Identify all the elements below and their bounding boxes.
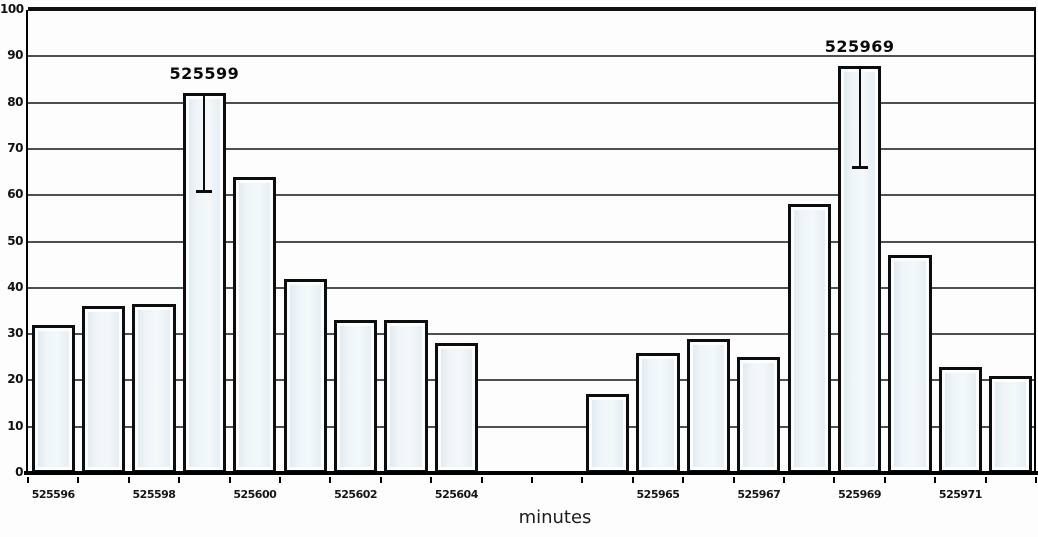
x-tick-label: 525965 — [636, 488, 680, 501]
bar — [333, 320, 378, 473]
gridline — [28, 101, 1036, 104]
axis-tick — [329, 477, 332, 483]
axis-tick — [430, 477, 433, 483]
bar — [938, 366, 983, 473]
axis-tick — [732, 477, 735, 483]
gridline — [28, 55, 1036, 58]
bar — [787, 204, 831, 473]
x-tick-label: 525604 — [434, 488, 478, 501]
plot-area: 525599 525969 — [28, 7, 1036, 473]
y-tick-label: 60 — [7, 187, 23, 202]
axis-tick — [984, 477, 987, 483]
axis-tick — [833, 477, 836, 483]
gridline — [28, 240, 1036, 243]
axis-tick — [27, 477, 29, 483]
axis-tick — [1035, 477, 1037, 483]
bar — [737, 357, 781, 473]
bar — [434, 343, 479, 473]
error-whisker-cap — [851, 166, 868, 170]
y-tick-label: 40 — [7, 279, 23, 294]
y-tick-label: 90 — [7, 48, 23, 63]
bar — [686, 338, 731, 473]
error-whisker-line — [203, 96, 206, 190]
bar — [182, 93, 227, 473]
y-tick-label: 30 — [7, 326, 23, 341]
x-tick-label: 525971 — [938, 488, 982, 501]
bar — [837, 65, 882, 473]
y-tick-label: 10 — [7, 418, 23, 433]
gridline — [28, 147, 1036, 150]
bar — [585, 394, 630, 473]
y-tick-label: 20 — [7, 372, 23, 387]
y-tick-label: 50 — [7, 233, 23, 248]
bar-annotation: 525969 — [824, 36, 895, 56]
axis-tick — [934, 477, 937, 483]
axis-tick — [883, 477, 886, 483]
gridline — [28, 333, 1036, 336]
bar — [233, 176, 277, 473]
axis-tick — [379, 477, 382, 483]
y-tick-label: 80 — [7, 94, 23, 109]
axis-tick — [279, 477, 281, 483]
error-whisker-cap — [196, 189, 213, 193]
bar — [81, 306, 126, 473]
gridline — [28, 194, 1036, 197]
axis-tick — [783, 477, 785, 483]
axis-tick — [127, 477, 130, 483]
x-tick-label: 525969 — [838, 488, 882, 501]
bar-annotation: 525599 — [169, 64, 240, 84]
y-tick-label: 70 — [7, 140, 23, 155]
x-axis-title: minutes — [518, 507, 592, 528]
plot-right-border — [1034, 10, 1036, 475]
x-tick-label: 525602 — [334, 488, 378, 501]
axis-tick — [480, 477, 483, 483]
gridline — [28, 7, 1036, 11]
x-tick-label: 525600 — [233, 488, 277, 501]
error-whisker-line — [858, 68, 861, 167]
x-tick-label: 525967 — [737, 488, 781, 501]
bar — [989, 375, 1033, 473]
y-axis — [26, 10, 28, 475]
gridline — [28, 286, 1036, 289]
bar — [31, 324, 75, 473]
bar — [636, 352, 680, 473]
axis-tick — [682, 477, 685, 483]
axis-tick — [178, 477, 181, 483]
bar — [888, 255, 932, 473]
gridline — [28, 425, 1036, 428]
x-axis — [24, 471, 1038, 475]
bar — [384, 320, 428, 473]
x-tick-label: 525598 — [132, 488, 176, 501]
axis-tick — [77, 477, 80, 483]
axis-tick — [228, 477, 231, 483]
x-tick-label: 525596 — [31, 488, 75, 501]
y-tick-label: 100 — [0, 2, 24, 16]
bar — [132, 304, 176, 473]
axis-tick — [581, 477, 584, 483]
axis-tick — [531, 477, 533, 483]
axis-tick — [631, 477, 634, 483]
gridline — [28, 379, 1036, 382]
y-tick-label: 0 — [15, 465, 23, 479]
bar — [283, 278, 327, 473]
